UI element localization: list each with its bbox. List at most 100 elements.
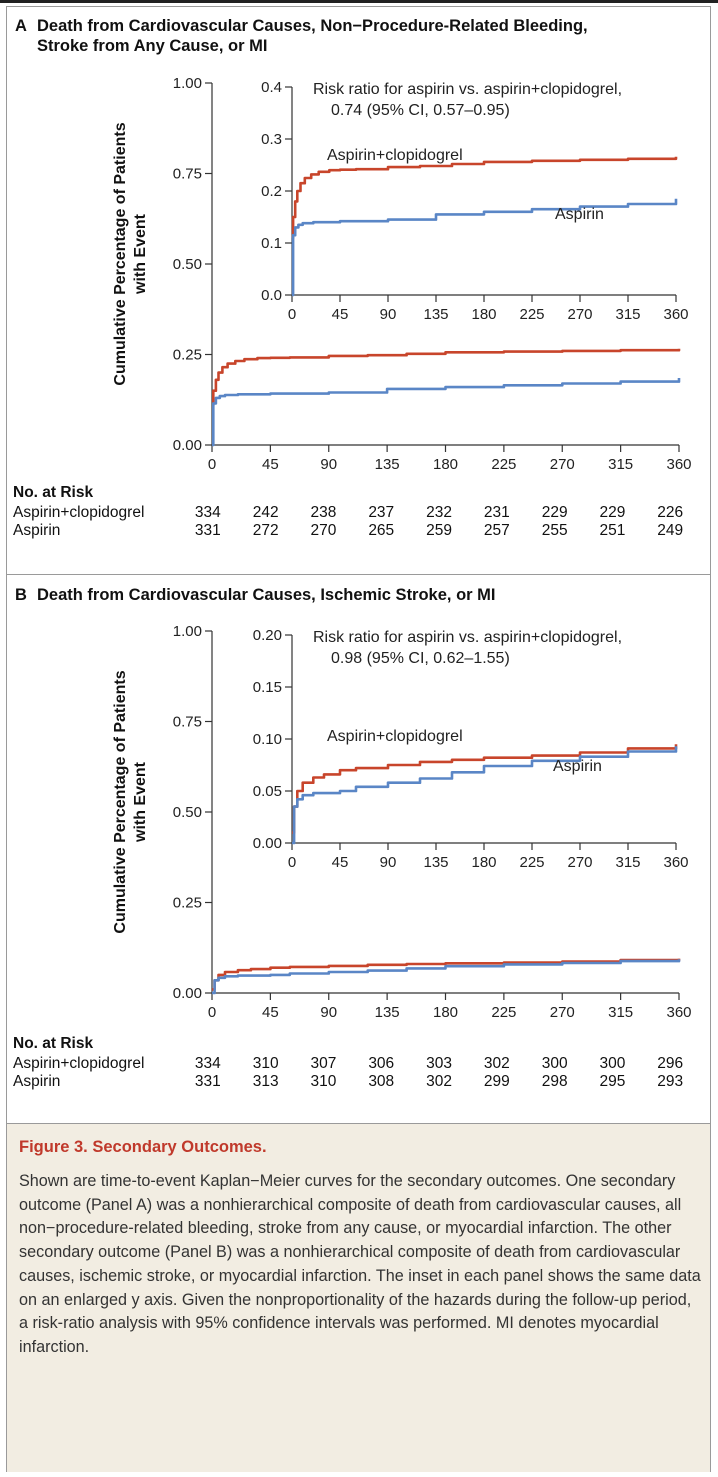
panel-b: B Death from Cardiovascular Causes, Ische…	[7, 574, 710, 1123]
at-risk-value: 270	[310, 522, 337, 539]
x-tick-label: 0	[208, 456, 216, 473]
series-line-aspirin	[212, 378, 681, 447]
inset-x-tick-label: 225	[519, 854, 544, 871]
inset-x-tick-label: 360	[663, 854, 688, 871]
at-risk-row: Aspirin+clopidogrel 334 242 238 237 232 …	[13, 504, 683, 522]
at-risk-value: 306	[368, 1055, 395, 1072]
inset-y-tick-label: 0.0	[261, 287, 282, 304]
x-tick-label: 45	[262, 1004, 279, 1021]
inset-x-tick-label: 180	[471, 306, 496, 323]
at-risk-value: 302	[483, 1055, 510, 1072]
at-risk-value: 257	[483, 522, 510, 539]
at-risk-value: 299	[483, 1073, 510, 1090]
inset-y-tick-label: 0.1	[261, 235, 282, 252]
series-label-aspirin: Aspirin	[553, 758, 602, 775]
series-line-aspirin	[212, 959, 681, 995]
at-risk-value: 302	[426, 1073, 452, 1090]
x-tick-label: 360	[666, 456, 691, 473]
inset-y-tick-label: 0.20	[253, 627, 282, 644]
at-risk-value: 331	[194, 1073, 221, 1090]
at-risk-row-label: Aspirin+clopidogrel	[13, 1055, 145, 1072]
at-risk-row-label: Aspirin	[13, 522, 61, 539]
inset-y-tick-label: 0.05	[253, 783, 282, 800]
inset-x-tick-label: 135	[423, 854, 448, 871]
at-risk-row-label: Aspirin	[13, 1073, 61, 1090]
inset-x-tick-label: 270	[567, 854, 592, 871]
y-axis-title-line1: Cumulative Percentage of Patients	[112, 670, 129, 933]
panel-b-chart: 0.00 0.25 0.50 0.75 1.00 0 45 90 135 180 225 270 315…	[112, 623, 692, 1021]
at-risk-row: Aspirin+clopidogrel 334 310 307 306 303 …	[13, 1055, 683, 1073]
y-tick-label: 0.00	[173, 985, 202, 1002]
y-axis-title-line2: with Event	[132, 213, 149, 295]
figure-caption: Figure 3. Secondary Outcomes. Shown are …	[7, 1123, 710, 1472]
x-tick-label: 135	[375, 456, 400, 473]
y-axis-title: Cumulative Percentage of Patients with Ev…	[112, 122, 149, 385]
series-label-aspirin-clopidogrel: Aspirin+clopidogrel	[327, 728, 463, 745]
inset-y-tick-label: 0.10	[253, 731, 282, 748]
inset-y-tick-label: 0.3	[261, 131, 282, 148]
at-risk-value: 300	[541, 1055, 568, 1072]
at-risk-value: 295	[599, 1073, 626, 1090]
series-line-aspirin_clopidogrel	[212, 348, 681, 407]
x-tick-label: 90	[320, 456, 337, 473]
inset-x-tick-label: 45	[332, 306, 349, 323]
panel-b-letter: B	[15, 586, 27, 604]
y-tick-label: 0.50	[173, 256, 202, 273]
y-tick-label: 0.50	[173, 804, 202, 821]
at-risk-value: 249	[657, 522, 684, 539]
panel-b-title: B Death from Cardiovascular Causes, Ische…	[15, 585, 496, 605]
panel-b-title-line1: Death from Cardiovascular Causes, Ischem…	[37, 586, 496, 604]
at-risk-value: 272	[252, 522, 279, 539]
at-risk-value: 237	[368, 504, 395, 521]
panel-a-title-line2: Stroke from Any Cause, or MI	[37, 37, 268, 55]
caption-title: Figure 3. Secondary Outcomes.	[19, 1138, 267, 1156]
inset-x-tick-label: 225	[519, 306, 544, 323]
at-risk-value: 259	[426, 522, 452, 539]
inset-x-tick-label: 90	[380, 306, 397, 323]
y-tick-label: 0.75	[173, 714, 202, 731]
panel-a-at-risk-header: No. at Risk	[13, 484, 94, 501]
inset-series-line-aspirin_clopidogrel	[291, 156, 678, 240]
at-risk-value: 231	[483, 504, 510, 521]
x-tick-label: 180	[433, 1004, 458, 1021]
inset-x-tick-label: 90	[380, 854, 397, 871]
panel-a-title-line1: Death from Cardiovascular Causes, Non−Pr…	[37, 17, 588, 35]
at-risk-value: 296	[657, 1055, 684, 1072]
series-label-aspirin-clopidogrel: Aspirin+clopidogrel	[327, 147, 463, 164]
at-risk-value: 313	[252, 1073, 279, 1090]
x-tick-label: 315	[608, 456, 633, 473]
at-risk-value: 303	[426, 1055, 452, 1072]
x-tick-label: 225	[491, 456, 516, 473]
at-risk-value: 307	[310, 1055, 337, 1072]
inset-series-line-aspirin	[291, 198, 678, 297]
at-risk-value: 238	[310, 504, 337, 521]
caption-text: Shown are time-to-event Kaplan−Meier cur…	[19, 1172, 701, 1356]
inset-series-line-aspirin	[292, 746, 678, 845]
top-rule	[0, 0, 718, 3]
x-tick-label: 0	[208, 1004, 216, 1021]
risk-ratio-line1: Risk ratio for aspirin vs. aspirin+clopi…	[313, 81, 622, 98]
inset-x-tick-label: 360	[663, 306, 688, 323]
at-risk-value: 308	[368, 1073, 395, 1090]
at-risk-value: 293	[657, 1073, 684, 1090]
panel-b-at-risk-table: No. at Risk Aspirin+clopidogrel 334 310 …	[13, 1035, 683, 1091]
x-tick-label: 45	[262, 456, 279, 473]
x-tick-label: 225	[491, 1004, 516, 1021]
y-axis-title: Cumulative Percentage of Patients with Ev…	[112, 670, 149, 933]
inset-x-tick-label: 315	[615, 306, 640, 323]
panel-a-chart: 0.000.250.500.751.000 45 90 135 180 225 270 315…	[112, 75, 692, 473]
y-axis-title-line2: with Event	[132, 761, 149, 843]
risk-ratio-line2: 0.98 (95% CI, 0.62–1.55)	[331, 650, 510, 667]
panel-a-letter: A	[15, 17, 27, 35]
inset-y-tick-label: 0.2	[261, 183, 282, 200]
inset-x-tick-label: 45	[332, 854, 349, 871]
at-risk-value: 334	[194, 504, 221, 521]
x-tick-label: 180	[433, 456, 458, 473]
x-tick-label: 270	[550, 1004, 575, 1021]
at-risk-row-label: Aspirin+clopidogrel	[13, 504, 145, 521]
y-tick-label: 0.75	[173, 166, 202, 183]
at-risk-row: Aspirin 331 313 310 308 302 299 298 295 …	[13, 1073, 683, 1091]
at-risk-value: 298	[541, 1073, 568, 1090]
inset-y-tick-label: 0.00	[253, 835, 282, 852]
panel-b-at-risk-header: No. at Risk	[13, 1035, 94, 1052]
